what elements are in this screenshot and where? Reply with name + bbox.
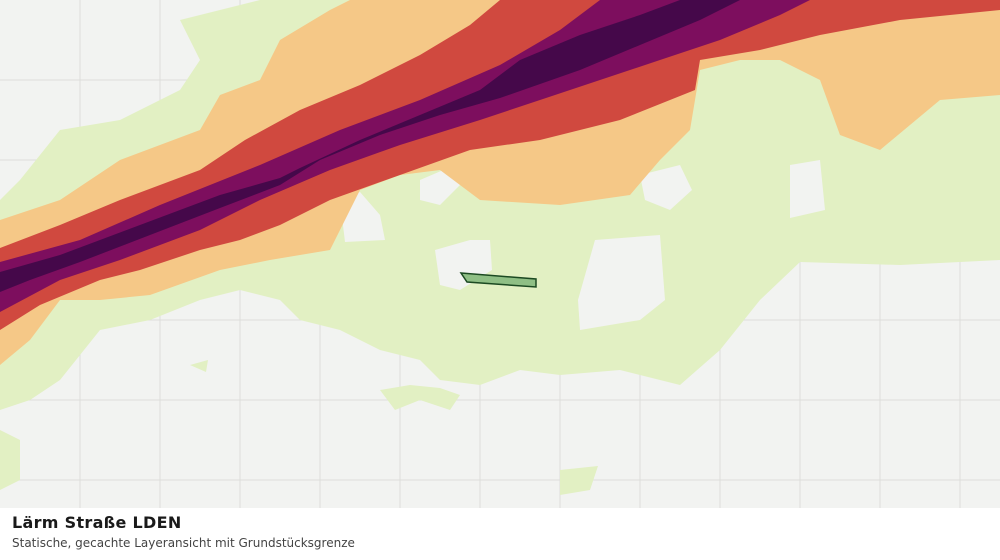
map-view — [0, 0, 1000, 508]
map-subtitle: Statische, gecachte Layeransicht mit Gru… — [12, 536, 355, 550]
property-boundary[interactable] — [459, 272, 537, 288]
noise-zone-extreme — [0, 0, 740, 292]
noise-zone-very-high — [0, 0, 810, 312]
noise-zone-medium — [0, 0, 1000, 365]
map-title: Lärm Straße LDEN — [12, 513, 182, 532]
